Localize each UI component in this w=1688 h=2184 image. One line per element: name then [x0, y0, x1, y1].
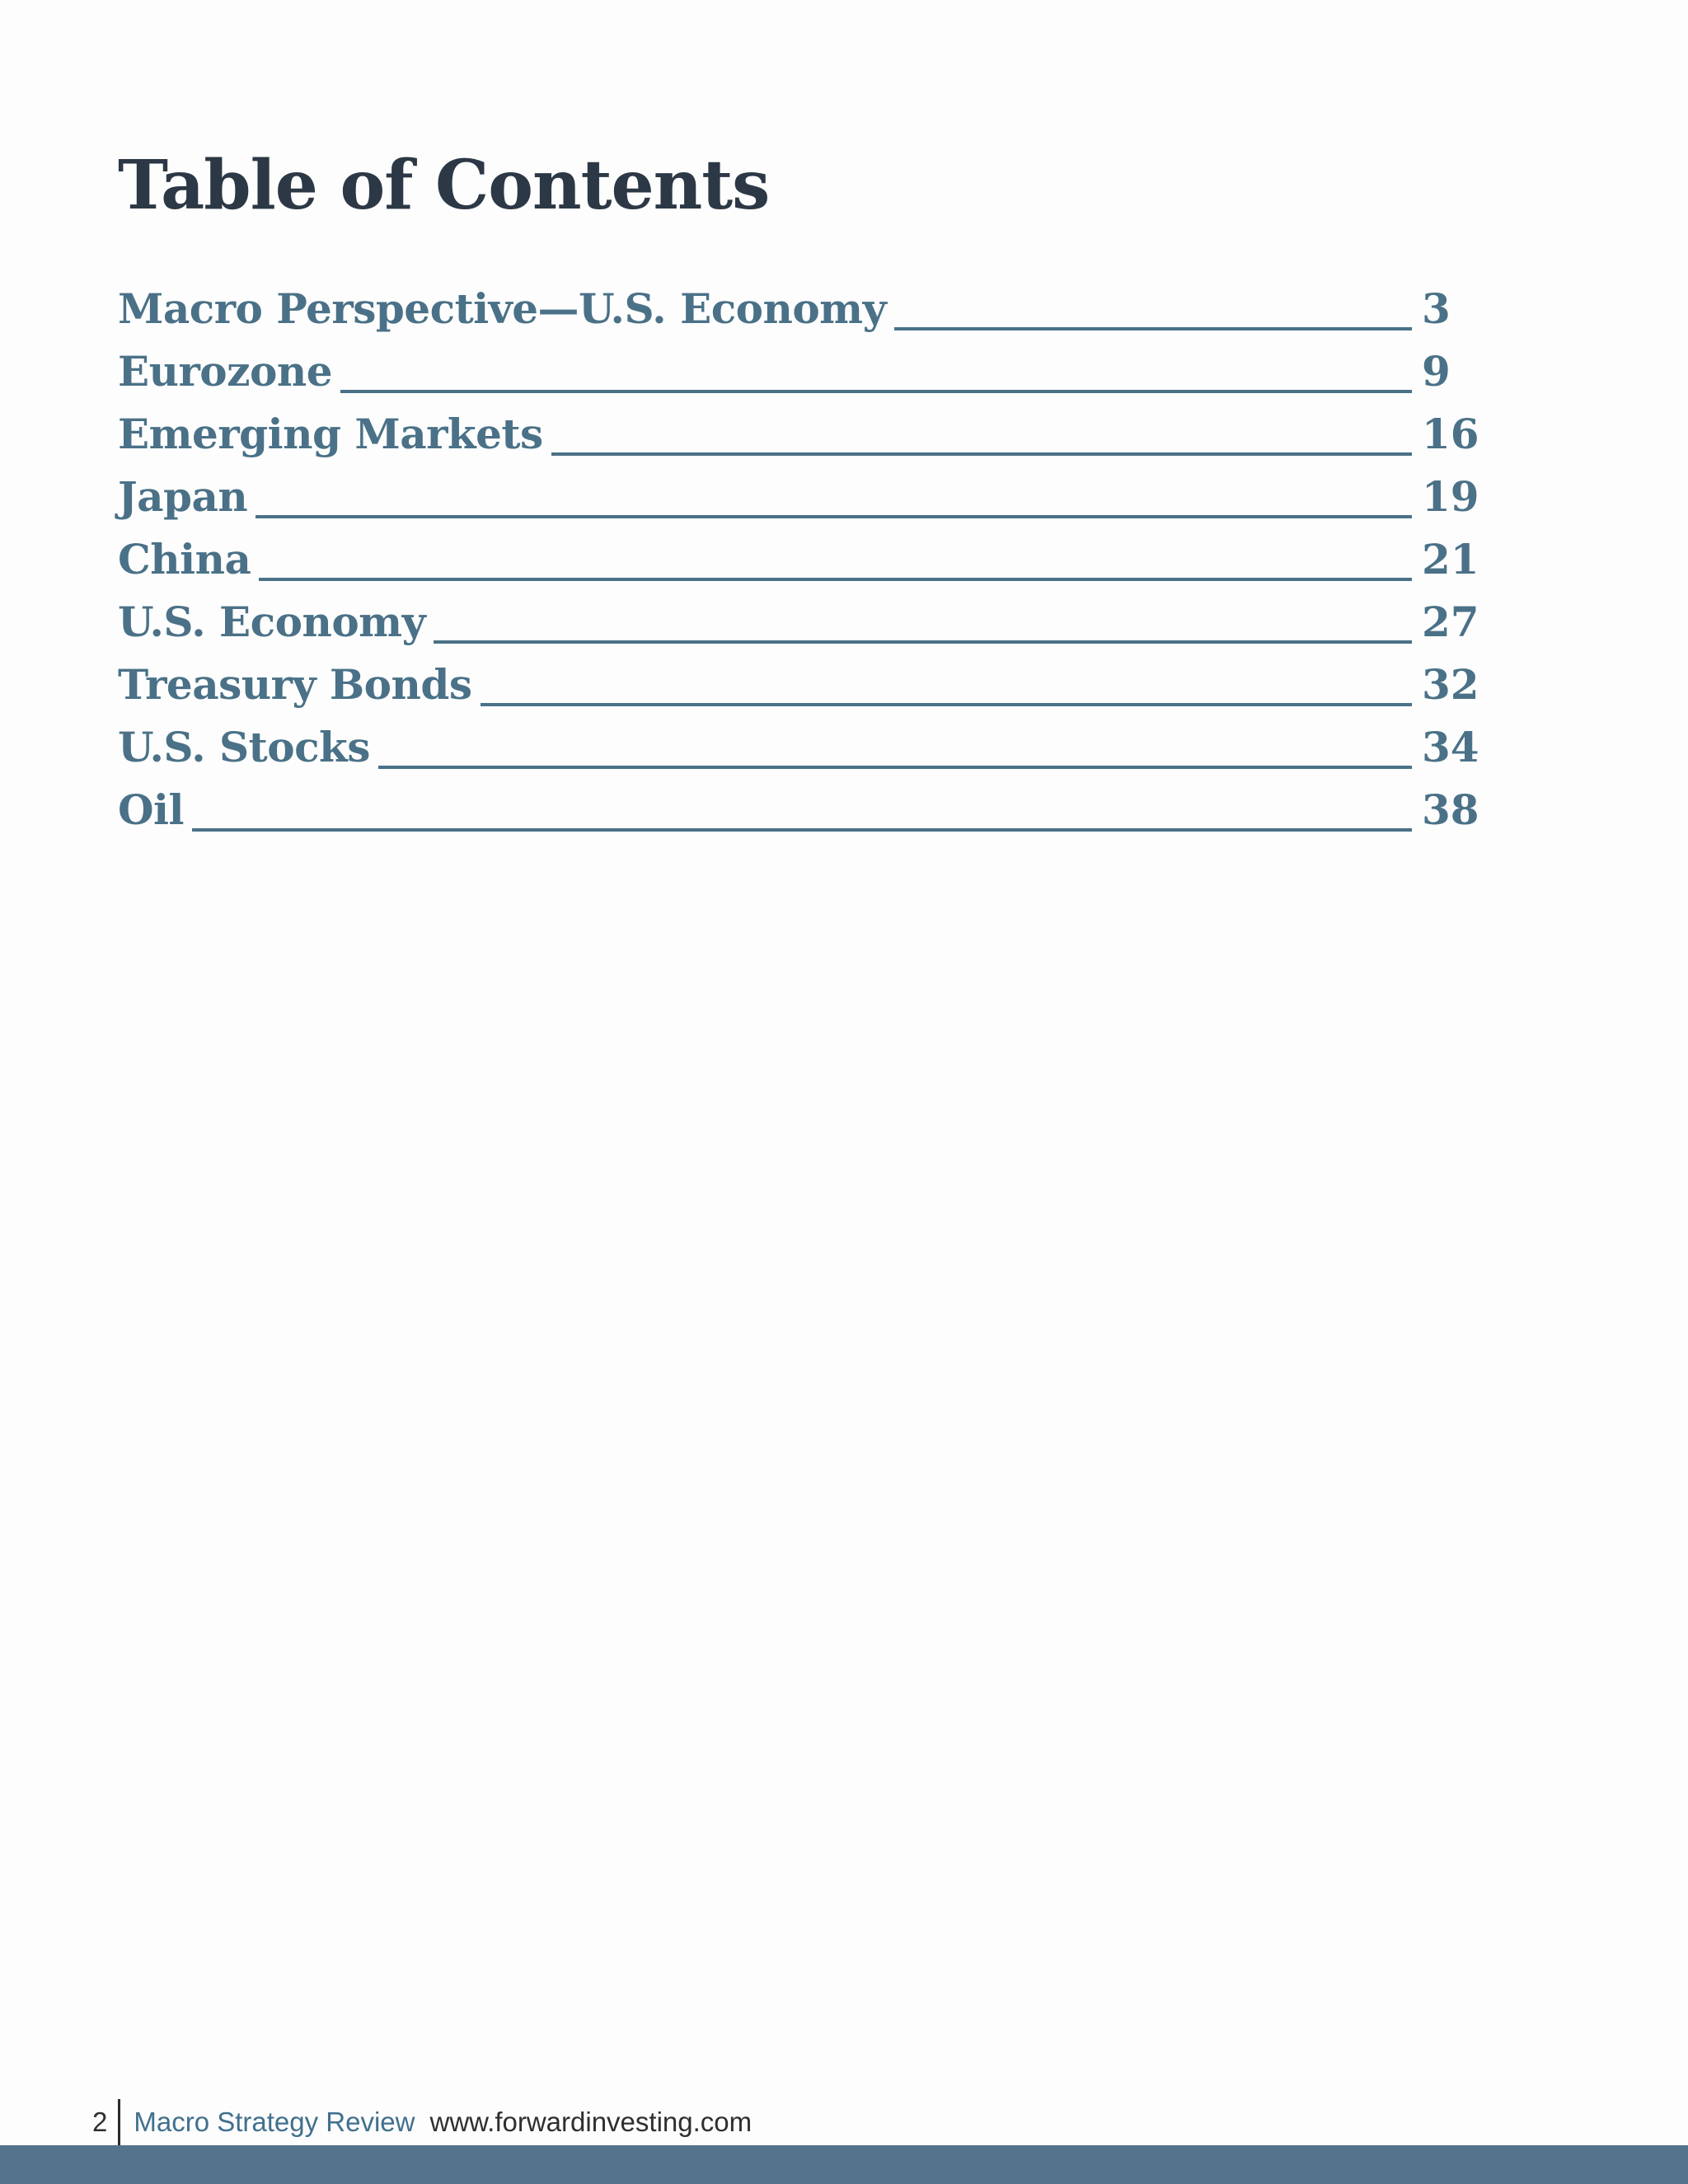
toc-leader-line — [192, 828, 1412, 832]
toc-entry-label: Macro Perspective—U.S. Economy — [118, 284, 887, 333]
toc-entry[interactable]: China 21 — [118, 523, 1479, 585]
footer-page-number: 2 — [92, 2107, 108, 2137]
toc-entry-page-number: 16 — [1422, 410, 1479, 458]
toc-entry-label: U.S. Stocks — [118, 723, 370, 771]
toc-entry-label: China — [118, 535, 251, 583]
toc-leader-line — [480, 703, 1412, 706]
toc-leader-line — [434, 640, 1412, 644]
toc-entry-label: Eurozone — [118, 347, 333, 396]
toc-entry[interactable]: U.S. Economy 27 — [118, 585, 1479, 648]
toc-entry[interactable]: Oil 38 — [118, 773, 1479, 836]
footer-website-url: www.forwardinvesting.com — [429, 2107, 753, 2137]
toc-leader-line — [377, 766, 1412, 769]
page-title: Table of Contents — [118, 146, 770, 225]
toc-leader-line — [256, 515, 1412, 518]
toc-entry-page-number: 27 — [1422, 598, 1479, 646]
toc-entry-label: Japan — [118, 472, 248, 521]
toc-entry-page-number: 9 — [1422, 347, 1451, 396]
footer-publication-name: Macro Strategy Review — [134, 2107, 415, 2137]
toc-entry-label: U.S. Economy — [118, 598, 426, 646]
toc-entry-label: Emerging Markets — [118, 410, 543, 458]
toc-leader-line — [551, 452, 1412, 456]
toc-entry[interactable]: Treasury Bonds 32 — [118, 648, 1479, 710]
toc-leader-line — [894, 327, 1412, 330]
toc-entry-page-number: 38 — [1422, 785, 1479, 834]
footer-accent-bar — [0, 2145, 1688, 2184]
toc-entry[interactable]: Emerging Markets 16 — [118, 397, 1479, 460]
page-footer: 2 Macro Strategy Review www.forwardinves… — [92, 2099, 752, 2145]
table-of-contents: Macro Perspective—U.S. Economy 3 Eurozon… — [118, 272, 1479, 836]
toc-entry-label: Treasury Bonds — [118, 660, 472, 709]
toc-entry[interactable]: Macro Perspective—U.S. Economy 3 — [118, 272, 1479, 335]
footer-divider — [118, 2099, 121, 2145]
toc-entry[interactable]: U.S. Stocks 34 — [118, 710, 1479, 773]
toc-entry[interactable]: Eurozone 9 — [118, 335, 1479, 397]
toc-entry-page-number: 34 — [1422, 723, 1479, 771]
toc-entry-page-number: 3 — [1422, 284, 1451, 333]
toc-leader-line — [340, 390, 1412, 393]
toc-entry-page-number: 32 — [1422, 660, 1479, 709]
toc-entry-page-number: 21 — [1422, 535, 1479, 583]
toc-entry[interactable]: Japan 19 — [118, 460, 1479, 523]
toc-leader-line — [259, 578, 1412, 581]
toc-entry-page-number: 19 — [1422, 472, 1479, 521]
toc-entry-label: Oil — [118, 785, 185, 834]
